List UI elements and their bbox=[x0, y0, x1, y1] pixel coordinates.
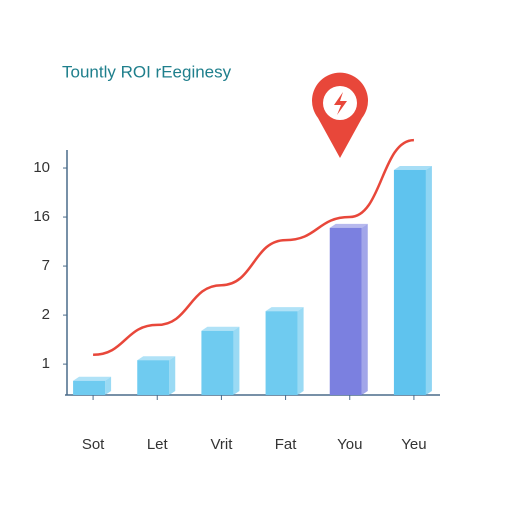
bar-side bbox=[297, 307, 304, 395]
line bbox=[93, 138, 415, 357]
y-tick-label: 10 bbox=[33, 159, 50, 176]
bar-side bbox=[425, 165, 432, 395]
y-tick-label: 16 bbox=[33, 208, 50, 225]
x-tick-label: Sot bbox=[82, 436, 105, 453]
bar bbox=[137, 360, 170, 395]
bar bbox=[329, 227, 362, 395]
x-tick-label: Fat bbox=[275, 436, 298, 453]
bar-top bbox=[201, 326, 240, 331]
x-tick-label: Vrit bbox=[210, 436, 233, 453]
pin-icon bbox=[312, 72, 369, 158]
bar bbox=[201, 330, 234, 395]
bar bbox=[73, 380, 106, 395]
bar-top bbox=[265, 307, 304, 312]
y-tick-label: 1 bbox=[42, 355, 50, 372]
x-tick-label: You bbox=[337, 436, 362, 453]
bar-top bbox=[393, 165, 432, 170]
bar bbox=[265, 311, 298, 395]
bar-side bbox=[105, 376, 112, 395]
y-tick-label: 7 bbox=[42, 257, 50, 274]
chart-title: Tountly ROI rEeginesy bbox=[62, 62, 232, 81]
bar bbox=[393, 169, 426, 395]
x-tick-label: Yeu bbox=[401, 436, 426, 453]
bar-top bbox=[137, 356, 176, 361]
bar-top bbox=[329, 223, 368, 228]
x-tick-label: Let bbox=[147, 436, 169, 453]
bar-side bbox=[169, 356, 176, 395]
bar-side bbox=[233, 326, 240, 395]
bar-side bbox=[361, 223, 368, 395]
y-tick-label: 2 bbox=[42, 306, 50, 323]
plot: 1 2 7 16 10 Sot Let Vrit Fat You Yeu bbox=[33, 138, 432, 453]
bar-top bbox=[73, 376, 112, 381]
